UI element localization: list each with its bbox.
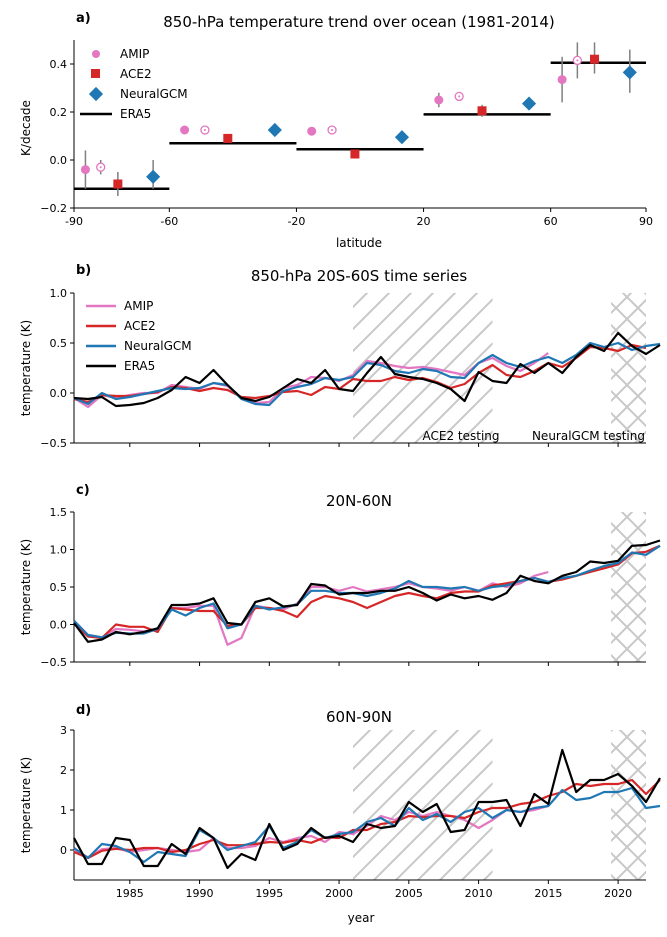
y-tick-label: 0.0 [50, 154, 68, 167]
legend-marker-amip [92, 50, 100, 58]
x-tick-label: -90 [65, 215, 83, 228]
y-tick-label: 2 [60, 764, 67, 777]
neuralgcm-marker [146, 169, 161, 184]
amip-open-marker-dot [458, 95, 461, 98]
panel-a-label: a) [76, 11, 91, 26]
y-tick-label: 0.0 [50, 619, 68, 632]
amip-marker [307, 126, 317, 136]
amip-open-marker-dot [203, 129, 206, 131]
panel-a-title: 850-hPa temperature trend over ocean (19… [163, 13, 554, 31]
amip-open-marker-dot [331, 129, 334, 131]
panel-c-plot: −0.5 0.0 0.5 1.0 1.5 [40, 506, 661, 669]
panel-a-plot: −0.2 0.0 0.2 0.4 -90 -60 -20 20 60 90 [40, 40, 653, 228]
ace2-marker [590, 54, 600, 64]
era5-series-line [73, 748, 661, 870]
panel-d-title: 60N-90N [326, 708, 392, 726]
era5-series-line [73, 539, 661, 643]
y-tick-label: 0.4 [50, 58, 68, 71]
x-tick-label: 2020 [604, 887, 632, 900]
x-tick-label: -60 [160, 215, 178, 228]
x-tick-label: 90 [639, 215, 653, 228]
neuralgcm-testing-annotation: NeuralGCM testing [532, 429, 645, 443]
ace2-marker [477, 106, 487, 116]
panel-d-xlabel: year [348, 911, 375, 925]
y-tick-label: 0.2 [50, 106, 68, 119]
y-tick-label: 0 [60, 844, 67, 857]
y-tick-label: −0.2 [40, 202, 67, 215]
y-tick-label: 0.5 [50, 337, 68, 350]
legend-label-era5: ERA5 [124, 359, 155, 373]
amip-open-marker-dot [576, 59, 579, 62]
x-tick-label: 2000 [325, 887, 353, 900]
y-tick-label: −0.5 [40, 656, 67, 669]
y-tick-label: 1.5 [50, 506, 68, 519]
panel-c-label: c) [76, 483, 90, 498]
ace2-marker [113, 179, 123, 189]
legend-label-amip: AMIP [124, 299, 153, 313]
y-tick-label: 1.0 [50, 287, 68, 300]
legend-label-era5: ERA5 [120, 107, 151, 121]
x-tick-label: 2005 [395, 887, 423, 900]
y-tick-label: −0.5 [40, 437, 67, 450]
ace2-series-line [73, 778, 661, 860]
panel-b-label: b) [76, 263, 91, 278]
neuralgcm-marker [521, 96, 537, 111]
y-tick-label: 1.0 [50, 544, 68, 557]
panel-d-plot: 0 1 2 3 1985 1990 1995 2000 2005 2010 2015 2020 [60, 724, 661, 900]
y-tick-label: 1 [60, 804, 67, 817]
panel-d-ylabel: temperature (K) [19, 757, 33, 853]
amip-open-marker-dot [99, 166, 102, 169]
amip-marker [557, 75, 567, 85]
panel-a-ylabel: K/decade [19, 100, 33, 156]
neuralgcm-series-line [73, 786, 661, 864]
legend-marker-ace2 [91, 69, 100, 78]
amip-marker [80, 165, 90, 175]
ace2-marker [223, 133, 233, 143]
x-tick-label: 2010 [465, 887, 493, 900]
y-tick-label: 0.0 [50, 387, 68, 400]
panel-b-legend: AMIP ACE2 NeuralGCM ERA5 [86, 299, 192, 373]
neuralgcm-marker [622, 65, 637, 80]
x-tick-label: 1985 [116, 887, 144, 900]
panel-b-ylabel: temperature (K) [19, 320, 33, 416]
legend-label-neuralgcm: NeuralGCM [124, 339, 192, 353]
neuralgcm-marker [394, 130, 410, 145]
x-tick-label: 1990 [186, 887, 214, 900]
neuralgcm-marker [267, 122, 282, 138]
panel-d-label: d) [76, 703, 91, 718]
panel-c-ylabel: temperature (K) [19, 539, 33, 635]
legend-label-neuralgcm: NeuralGCM [120, 87, 188, 101]
ace2-marker [350, 149, 360, 159]
panel-c-title: 20N-60N [326, 492, 392, 510]
ace2-testing-annotation: ACE2 testing [422, 429, 499, 443]
panel-a-xlabel: latitude [336, 236, 382, 250]
legend-label-ace2: ACE2 [120, 67, 152, 81]
panel-b-title: 850-hPa 20S-60S time series [251, 267, 468, 285]
amip-marker [434, 95, 444, 105]
x-tick-label: 20 [417, 215, 431, 228]
y-tick-label: 3 [60, 724, 67, 737]
testing-period-hatch [611, 293, 646, 443]
legend-label-ace2: ACE2 [124, 319, 156, 333]
era5-series-line [73, 331, 661, 408]
testing-period-hatch [353, 730, 493, 880]
testing-period-hatch [611, 512, 646, 662]
amip-marker [180, 125, 190, 135]
legend-marker-neuralgcm [88, 86, 104, 102]
panel-b-plot: −0.5 0.0 0.5 1.0 [40, 287, 661, 450]
neuralgcm-series-line [73, 544, 661, 639]
testing-period-hatch [611, 730, 646, 880]
ace2-series-line [73, 544, 661, 640]
x-tick-label: 2015 [534, 887, 562, 900]
x-tick-label: -20 [287, 215, 305, 228]
legend-label-amip: AMIP [120, 47, 149, 61]
panel-a-legend: AMIP ACE2 NeuralGCM ERA5 [80, 47, 188, 121]
y-tick-label: 0.5 [50, 581, 68, 594]
neuralgcm-series-line [73, 341, 661, 407]
x-tick-label: 60 [544, 215, 558, 228]
x-tick-label: 1995 [255, 887, 283, 900]
